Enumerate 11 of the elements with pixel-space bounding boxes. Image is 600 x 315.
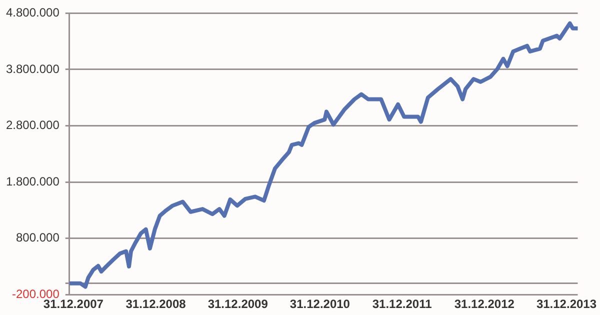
x-tick-label: 31.12.2011 (372, 297, 432, 312)
y-tick-label: 3.800.000 (6, 62, 60, 76)
x-tick-label: 31.12.2013 (536, 297, 597, 312)
x-tick-label: 31.12.2010 (290, 297, 350, 312)
y-tick-label: 1.800.000 (6, 174, 60, 188)
x-tick-label: 31.12.2009 (208, 297, 268, 312)
x-tick-label: 31.12.2008 (126, 297, 186, 312)
y-tick-label: 4.800.000 (6, 6, 60, 20)
y-tick-label: 2.800.000 (6, 118, 60, 132)
y-tick-label: 800.000 (16, 230, 60, 245)
x-tick-label: 31.12.2012 (454, 297, 515, 312)
